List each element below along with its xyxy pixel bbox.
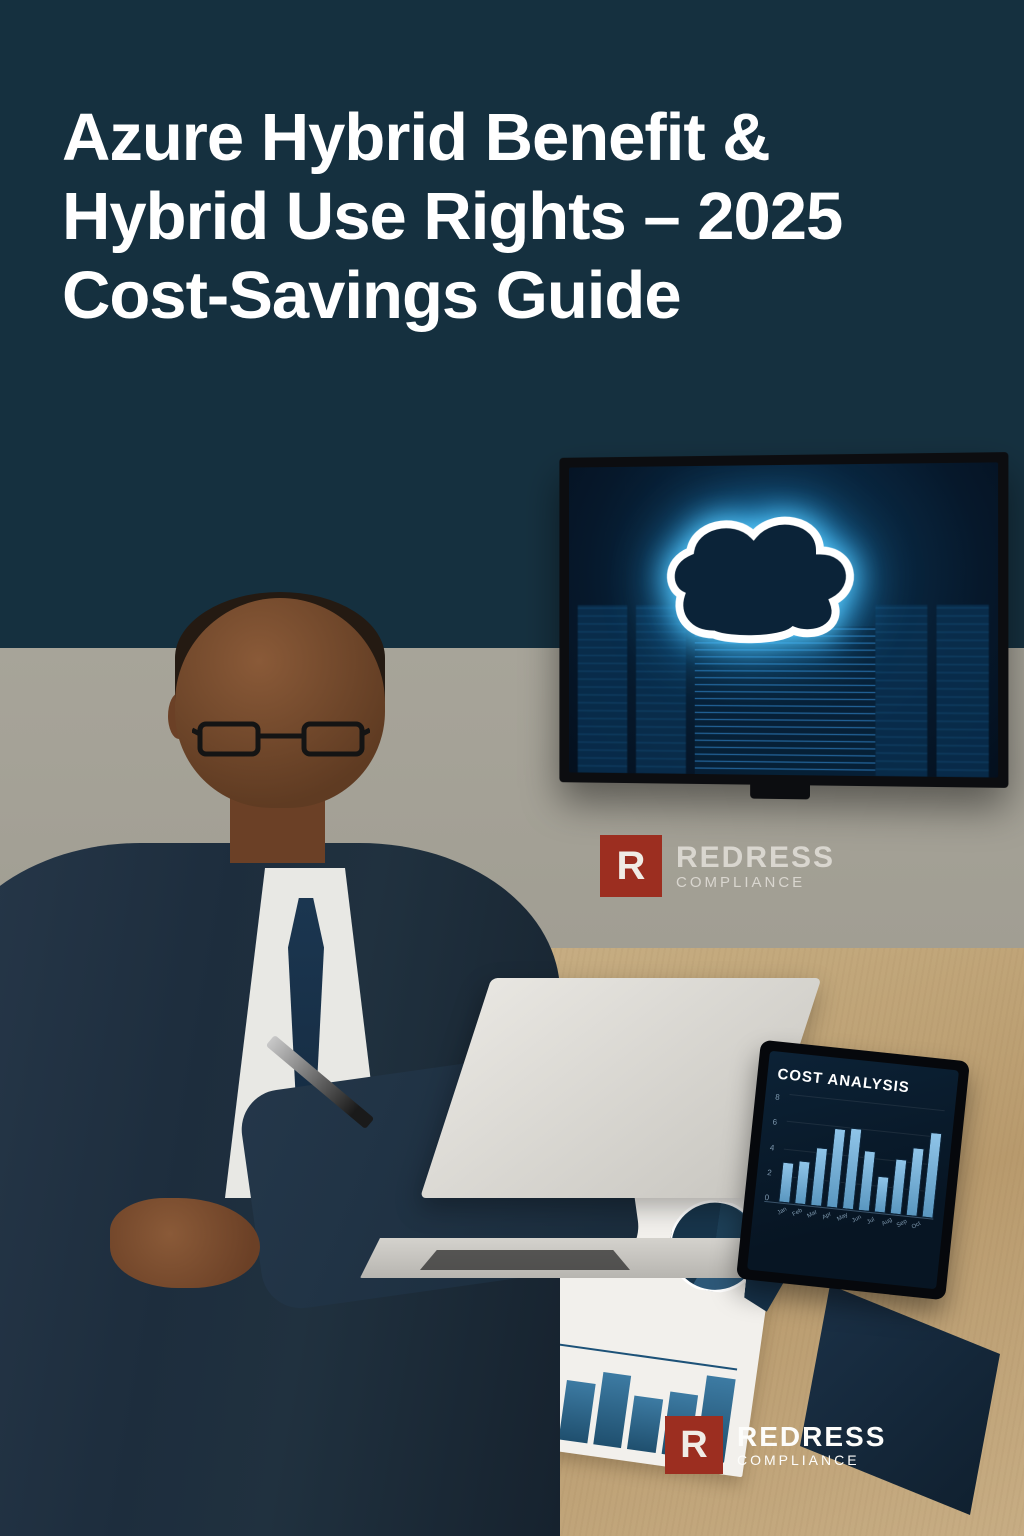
laptop-computer[interactable] xyxy=(360,978,760,1278)
tablet-bar-chart xyxy=(764,1092,945,1219)
redress-brand-text: REDRESS xyxy=(676,843,835,873)
laptop-base xyxy=(360,1238,760,1278)
wall-mounted-tv xyxy=(559,452,1008,788)
eyeglasses-icon xyxy=(192,716,370,762)
redress-r-icon-bottom: R xyxy=(665,1416,723,1474)
redress-sub-text-bottom: COMPLIANCE xyxy=(737,1453,886,1467)
cover-scene: Azure Hybrid Benefit & Hybrid Use Rights… xyxy=(0,0,1024,1536)
redress-r-icon: R xyxy=(600,835,662,897)
head xyxy=(175,598,385,808)
redress-logo-top: R REDRESS COMPLIANCE xyxy=(600,835,835,897)
redress-logo-bottom: R REDRESS COMPLIANCE xyxy=(665,1416,886,1474)
redress-sub-text: COMPLIANCE xyxy=(676,875,835,890)
tv-screen-content xyxy=(569,462,998,777)
cloud-icon xyxy=(648,507,914,674)
server-rack-icon xyxy=(936,604,989,777)
laptop-keyboard[interactable] xyxy=(420,1250,630,1270)
redress-brand-text-bottom: REDRESS xyxy=(737,1423,886,1451)
page-title: Azure Hybrid Benefit & Hybrid Use Rights… xyxy=(62,98,962,335)
